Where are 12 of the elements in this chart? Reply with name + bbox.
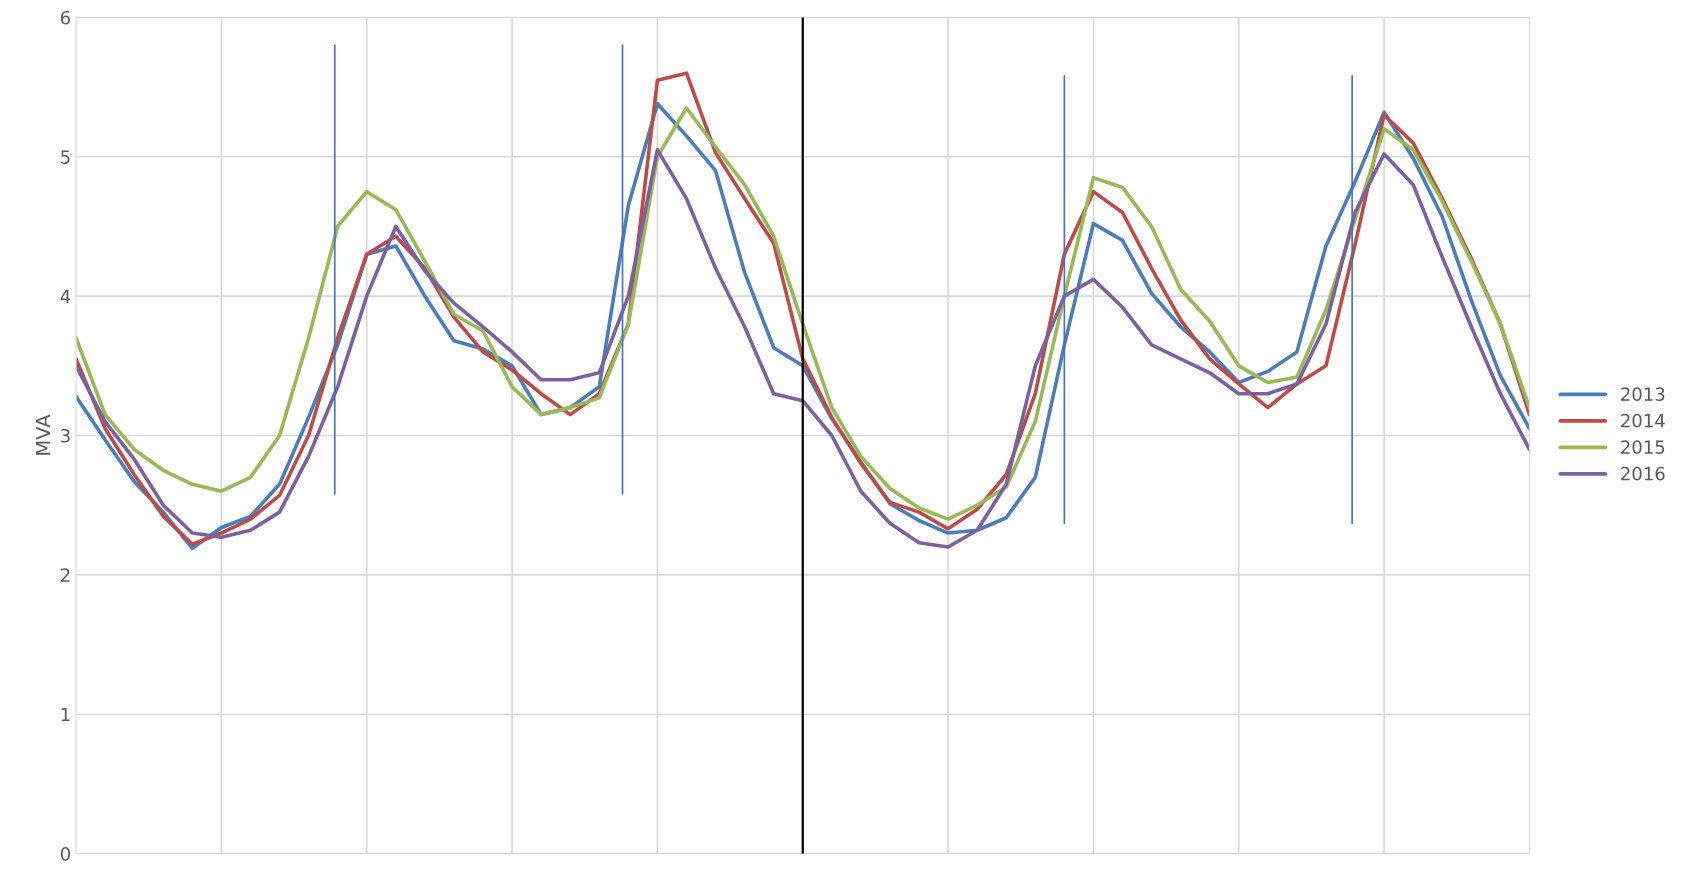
y-tick-label: 5 (61, 150, 70, 164)
y-tick-label: 4 (60, 289, 71, 303)
legend-label: 2014 (1621, 413, 1665, 428)
legend-label: 2013 (1621, 387, 1665, 401)
y-axis-title: MVA (35, 414, 51, 455)
legend-label: 2015 (1621, 440, 1665, 454)
y-tick-label: 3 (61, 428, 70, 443)
legend-label: 2016 (1621, 466, 1665, 481)
y-tick-label: 1 (61, 707, 70, 722)
y-tick-label: 6 (60, 10, 71, 25)
y-tick-label: 0 (60, 847, 70, 861)
y-tick-label: 2 (61, 568, 70, 582)
